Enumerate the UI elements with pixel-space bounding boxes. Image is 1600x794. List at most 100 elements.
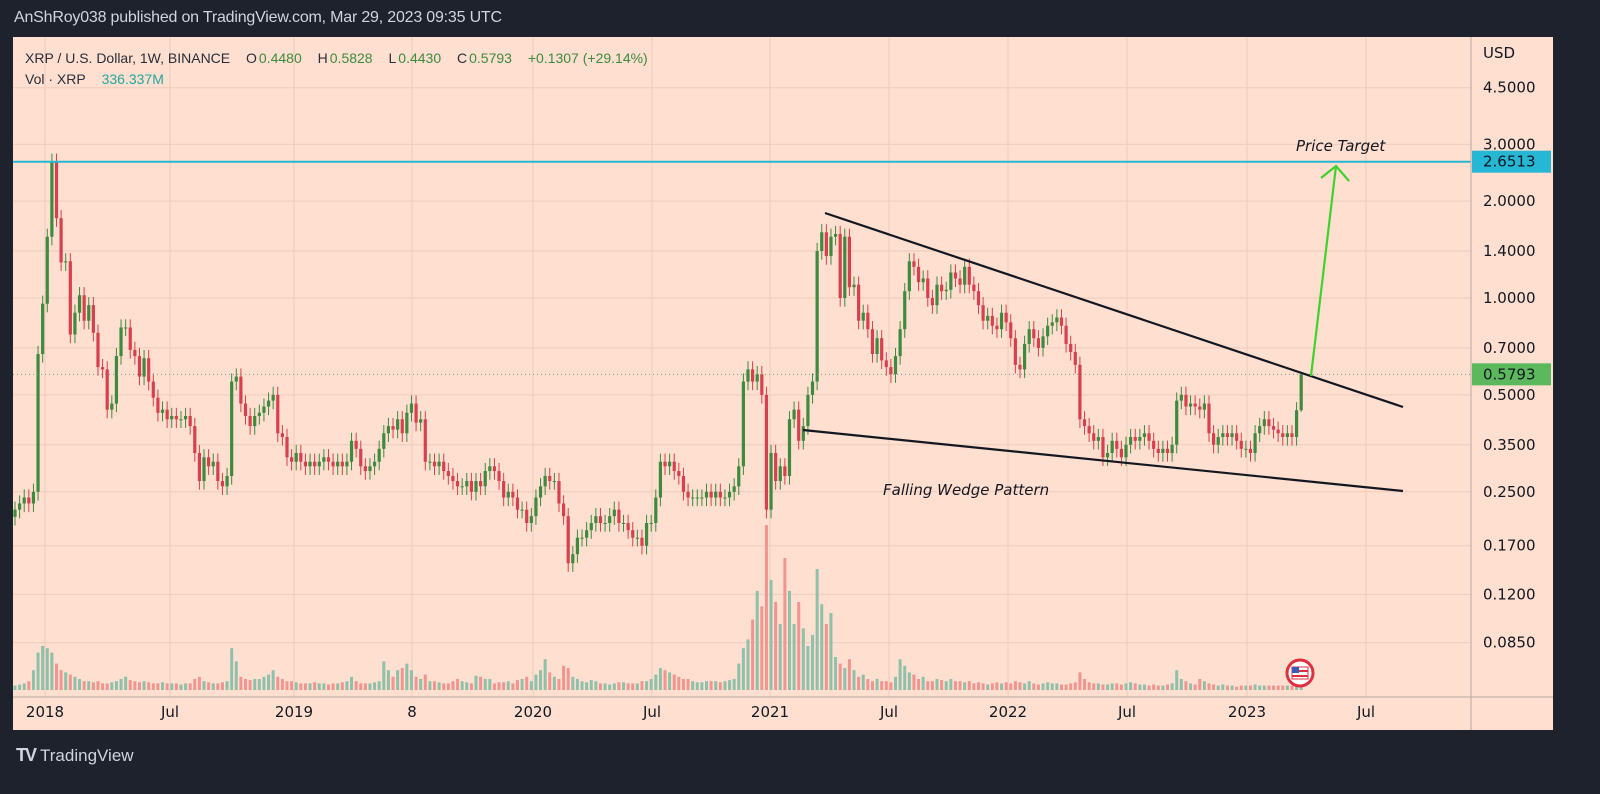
candle-body — [322, 457, 326, 462]
candle-body — [529, 516, 533, 523]
volume-bar — [852, 670, 856, 690]
candle-body — [372, 461, 377, 467]
candle-body — [838, 234, 842, 298]
volume-bar — [972, 683, 976, 690]
candle-body — [22, 497, 26, 504]
volume-bar — [737, 663, 741, 690]
volume-bar — [829, 613, 833, 690]
candle-body — [243, 403, 248, 416]
candle-body — [216, 461, 220, 482]
time-axis[interactable]: 2018 Jul 2019 8 2020 Jul 2021 Jul 2022 Jul 2023 Jul — [26, 703, 1375, 721]
candle — [257, 404, 261, 425]
volume-bar — [78, 679, 82, 690]
tradingview-brand[interactable]: TV TradingView — [16, 745, 134, 766]
candle-body — [1004, 312, 1008, 323]
candle — [1036, 330, 1041, 357]
candle — [230, 373, 234, 485]
candle-body — [1248, 448, 1253, 453]
volume-bar — [990, 683, 994, 690]
candle — [580, 529, 584, 547]
target-arrow[interactable] — [1309, 164, 1350, 377]
candle-body — [847, 236, 852, 288]
volume-bar — [423, 674, 427, 690]
price-tick-label: 0.0850 — [1483, 634, 1536, 652]
candle-body — [907, 261, 911, 292]
volume-bar — [801, 628, 805, 690]
candle — [1216, 428, 1220, 454]
candle — [617, 501, 621, 532]
candle — [866, 304, 870, 338]
volume-bar — [778, 624, 782, 690]
time-tick-label: 8 — [407, 703, 417, 721]
volume-bar — [935, 679, 939, 690]
chart-panel[interactable] — [13, 37, 1553, 730]
candle-body — [783, 466, 787, 476]
candle-body — [96, 332, 100, 368]
volume-bar — [575, 679, 579, 690]
volume-bar — [359, 683, 363, 690]
volume-bar — [220, 682, 224, 690]
candle — [594, 508, 598, 532]
candle-body — [1184, 394, 1188, 407]
volume-bar — [732, 679, 736, 690]
lower-trendline[interactable] — [802, 428, 1404, 493]
candle — [926, 270, 930, 307]
candle — [1078, 356, 1082, 428]
candle-body — [806, 394, 810, 427]
candle — [525, 501, 529, 532]
volume-bar — [787, 591, 791, 690]
candle-body — [810, 381, 815, 395]
volume-bar — [834, 657, 838, 690]
volume-bar — [27, 681, 31, 690]
high-value: 0.5828 — [329, 50, 373, 66]
candle-body — [1119, 448, 1123, 458]
candle-body — [677, 471, 681, 476]
candle — [1299, 373, 1303, 412]
candle — [188, 407, 192, 435]
time-tick-label: 2018 — [26, 703, 64, 721]
candle-body — [179, 419, 183, 421]
candle — [681, 467, 686, 501]
price-axis[interactable]: 4.5000 3.0000 2.0000 1.4000 1.0000 0.7000 0.50… — [1483, 79, 1536, 652]
candle — [262, 398, 266, 422]
candle-body — [36, 353, 40, 492]
candle — [1133, 428, 1137, 450]
volume-bar — [820, 604, 824, 690]
candle-body — [1198, 406, 1202, 410]
candle-body — [41, 303, 45, 354]
candle — [847, 228, 852, 296]
volume-bar — [114, 681, 118, 690]
volume-bar — [202, 681, 206, 690]
us-flag-event-icon[interactable] — [1285, 658, 1315, 688]
candle-body — [751, 369, 755, 382]
volume-bar — [1184, 681, 1188, 690]
volume-bar — [1083, 679, 1087, 690]
candle — [511, 483, 515, 507]
volume-bar — [253, 679, 257, 690]
candle-body — [658, 461, 662, 498]
volume-bar — [465, 682, 469, 690]
volume-bar — [640, 681, 644, 690]
upper-trendline[interactable] — [824, 211, 1404, 409]
candle-body — [54, 161, 59, 219]
volume-bar — [1129, 682, 1133, 690]
candle — [409, 395, 414, 422]
volume-bar — [18, 684, 22, 690]
candle-body — [1050, 322, 1054, 326]
candle-body — [723, 497, 727, 499]
candle-body — [575, 537, 580, 555]
time-tick-label: 2021 — [751, 703, 789, 721]
candle-body — [1087, 426, 1091, 434]
candle-body — [1165, 448, 1170, 453]
candle — [709, 483, 713, 507]
candle — [792, 401, 796, 428]
candle — [529, 508, 533, 532]
candle — [133, 341, 137, 365]
candle-body — [142, 358, 146, 377]
candle-body — [520, 509, 524, 511]
chart-legend: XRP / U.S. Dollar, 1W, BINANCE O 0.4480 H… — [25, 48, 650, 90]
candle-body — [1138, 436, 1142, 441]
candle — [1092, 425, 1096, 450]
candle — [497, 462, 501, 490]
